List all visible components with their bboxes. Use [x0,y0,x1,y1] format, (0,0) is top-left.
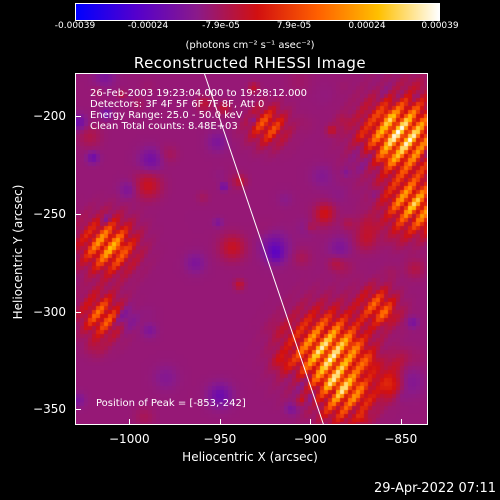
annotation-detectors: Detectors: 3F 4F 5F 6F 7F 8F, Att 0 [90,99,265,110]
x-tick-label: −850 [384,432,418,446]
y-tick-label: −300 [33,304,66,319]
rhessi-image [76,74,427,424]
y-tick-mark [75,213,81,215]
x-tick-mark [400,419,402,425]
y-tick-label: −350 [33,402,66,417]
colorbar-tick-label: 7.9e-05 [276,21,312,31]
y-axis-label: Heliocentric Y (arcsec) [11,184,25,320]
annotation-clean: Clean Total counts: 8.48E+03 [90,121,238,132]
colorbar-tick-label: 0.00024 [348,21,386,31]
colorbar-tick-label: 0.00039 [421,21,459,31]
x-tick-label: −1000 [109,432,150,446]
annotation-time: 26-Feb-2003 19:23:04.000 to 19:28:12.000 [90,88,308,99]
annotation-peak: Position of Peak = [-853,-242] [96,398,246,409]
x-tick-label: −900 [293,432,327,446]
colorbar [75,3,440,21]
y-tick-mark [75,311,81,313]
colorbar-tick-label: -0.00024 [127,21,169,31]
y-tick-mark [75,116,81,118]
colorbar-units: (photons cm⁻² s⁻¹ asec⁻²) [185,40,315,51]
image-plot: 26-Feb-2003 19:23:04.000 to 19:28:12.000… [75,73,428,425]
colorbar-tick-label: -0.00039 [54,21,96,31]
plot-title: Reconstructed RHESSI Image [133,54,367,72]
y-tick-mark [75,409,81,411]
x-tick-mark [129,419,131,425]
x-axis-label: Heliocentric X (arcsec) [182,450,318,464]
x-tick-mark [310,419,312,425]
footer-date: 29-Apr-2022 07:11 [374,481,496,496]
annotation-energy: Energy Range: 25.0 - 50.0 keV [90,110,243,121]
colorbar-tick-label: -7.9e-05 [202,21,240,31]
y-tick-label: −250 [33,206,66,221]
x-tick-label: −950 [203,432,237,446]
solar-limb-line [204,74,324,424]
limb-overlay [204,74,324,424]
y-tick-label: −200 [33,109,66,124]
x-tick-mark [219,419,221,425]
